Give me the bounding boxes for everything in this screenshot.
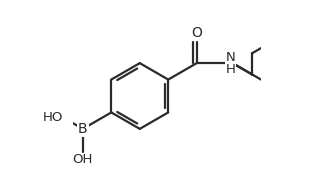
Text: N
H: N H — [225, 51, 235, 76]
Text: O: O — [191, 26, 202, 40]
Text: B: B — [78, 122, 88, 136]
Text: HO: HO — [42, 111, 63, 124]
Text: OH: OH — [72, 153, 93, 166]
